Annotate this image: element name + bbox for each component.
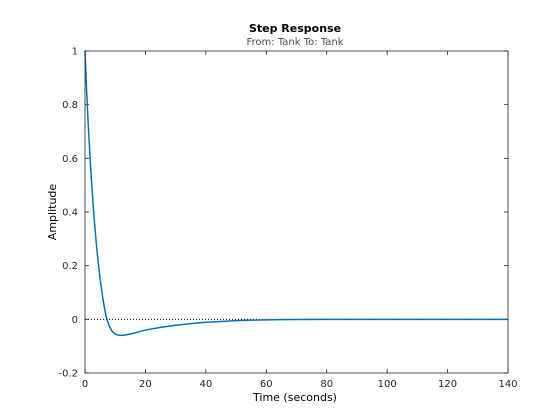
- y-tick-label: 0.8: [62, 100, 78, 111]
- y-tick-label: 0: [72, 315, 78, 326]
- x-axis-label: Time (seconds): [252, 391, 337, 404]
- chart-title: Step Response: [249, 22, 341, 35]
- series-line-step-response: [84, 50, 508, 337]
- x-tick-label: 0: [82, 379, 88, 390]
- x-tick-label: 100: [378, 379, 397, 390]
- x-tick-label: 140: [498, 379, 517, 390]
- x-tick-label: 120: [438, 379, 457, 390]
- axis-tick-labels: 0 20 40 60 80 100 120 140 -0.2 0 0.2 0.4 0.6 0.8 1: [58, 47, 517, 391]
- plot-frame: [84, 50, 509, 374]
- y-tick-label: 1: [72, 47, 78, 58]
- x-tick-label: 40: [199, 379, 212, 390]
- y-tick-label: 0.4: [62, 208, 78, 219]
- y-tick-label: 0.6: [62, 154, 78, 165]
- x-tick-label: 60: [260, 379, 273, 390]
- x-tick-label: 80: [320, 379, 333, 390]
- y-axis-label: Amplitude: [46, 184, 59, 241]
- plot-area: [85, 51, 508, 373]
- y-tick-label: -0.2: [58, 369, 78, 380]
- x-tick-label: 20: [139, 379, 152, 390]
- chart-subtitle: From: Tank To: Tank: [247, 37, 344, 48]
- y-tick-label: 0.2: [62, 261, 78, 272]
